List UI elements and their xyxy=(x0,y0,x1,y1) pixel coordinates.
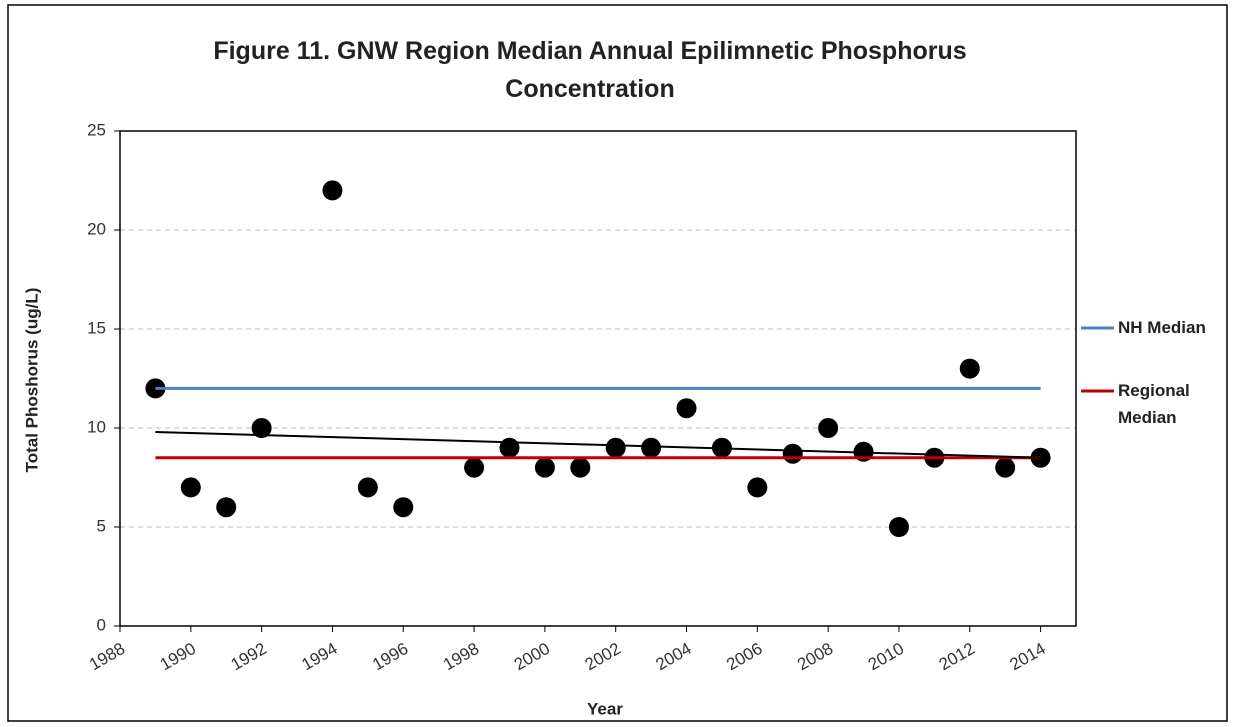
data-point xyxy=(216,497,237,518)
y-tick-label: 20 xyxy=(87,219,106,238)
x-tick-label: 2002 xyxy=(582,639,624,674)
data-point xyxy=(959,358,980,379)
x-tick-label: 1994 xyxy=(298,639,340,674)
legend-label: Regional Median xyxy=(1118,381,1190,427)
x-tick-label: 1990 xyxy=(157,639,199,674)
data-point xyxy=(747,477,768,498)
x-tick-label: 2010 xyxy=(865,639,907,674)
data-point xyxy=(464,457,485,478)
data-point xyxy=(676,398,697,419)
x-tick-label: 1996 xyxy=(369,639,411,674)
data-point xyxy=(322,180,343,201)
x-tick-label: 2004 xyxy=(653,639,695,674)
data-point xyxy=(393,497,414,518)
legend-label: NH Median xyxy=(1118,318,1206,337)
plot-frame xyxy=(119,130,1077,627)
x-tick-label: 1998 xyxy=(440,639,482,674)
chart-border xyxy=(7,4,1228,722)
data-point xyxy=(180,477,201,498)
x-tick-label: 2014 xyxy=(1007,639,1049,674)
y-tick-label: 15 xyxy=(87,318,106,337)
x-tick-label: 2008 xyxy=(794,639,836,674)
data-point xyxy=(357,477,378,498)
x-tick-label: 2012 xyxy=(936,639,978,674)
data-point xyxy=(995,457,1016,478)
y-tick-label: 25 xyxy=(87,120,106,139)
y-tick-label: 10 xyxy=(87,417,106,436)
x-tick-label: 1992 xyxy=(228,639,270,674)
trend-line xyxy=(155,430,1041,459)
data-point xyxy=(818,418,839,438)
x-tick-label: 2000 xyxy=(511,639,553,674)
x-tick-label: 1988 xyxy=(86,639,128,674)
data-point xyxy=(570,457,591,478)
data-point xyxy=(641,437,662,458)
x-tick-label: 2006 xyxy=(723,639,765,674)
data-point xyxy=(499,437,520,458)
data-point xyxy=(782,443,803,464)
data-point xyxy=(251,418,272,438)
data-point xyxy=(605,437,626,458)
y-tick-label: 0 xyxy=(97,615,106,634)
chart-title: Figure 11. GNW Region Median Annual Epil… xyxy=(213,37,967,103)
y-tick-label: 5 xyxy=(97,516,106,535)
y-axis-title: Total Phoshorus (ug/L) xyxy=(22,288,41,473)
x-axis-title: Year xyxy=(587,699,623,718)
data-point xyxy=(888,517,909,537)
data-point xyxy=(534,457,555,478)
